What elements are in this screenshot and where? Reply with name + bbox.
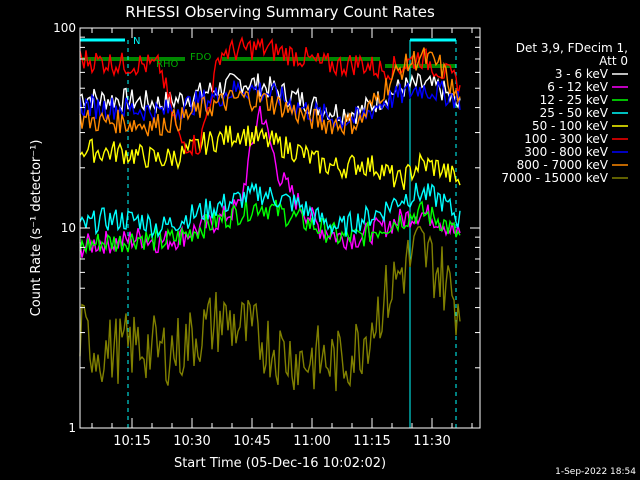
x-tick-label: 10:15 [113, 434, 150, 449]
footer-timestamp: 1-Sep-2022 18:54 [555, 467, 636, 477]
series-line-4 [79, 181, 461, 240]
annotation-rho: RHO [156, 59, 178, 70]
chart-title: RHESSI Observing Summary Count Rates [125, 3, 435, 21]
x-tick-label: 11:00 [293, 434, 330, 449]
x-ticks: 10:15 10:30 10:45 11:00 11:15 11:30 [91, 28, 473, 449]
series-line-7 [79, 80, 461, 131]
series-line-9 [79, 225, 461, 392]
legend-entry-label: 3 - 6 keV [555, 67, 609, 81]
legend-entry-label: 100 - 300 keV [524, 132, 608, 146]
y-tick-label: 10 [61, 221, 76, 235]
annotation-fdo: FDO [190, 52, 211, 63]
x-axis-label: Start Time (05-Dec-16 10:02:02) [174, 456, 386, 471]
plot-axes: 1 10 100 10:15 10:30 10:45 11:00 11:15 11:30 [53, 21, 481, 449]
legend-entry-label: 25 - 50 keV [540, 106, 609, 120]
x-tick-label: 10:45 [233, 434, 270, 449]
x-tick-label: 10:30 [173, 434, 210, 449]
y-ticks: 1 10 100 [53, 21, 480, 435]
series-line-5 [79, 125, 461, 190]
legend-header-line: Det 3,9, FDecim 1, [516, 41, 628, 55]
series-layer [79, 35, 461, 392]
x-tick-label: 11:15 [353, 434, 390, 449]
y-tick-label: 1 [68, 421, 76, 435]
legend-header-line: Att 0 [599, 54, 628, 68]
x-tick-label: 11:30 [413, 434, 450, 449]
legend-entry-label: 800 - 7000 keV [517, 158, 609, 172]
y-tick-label: 100 [53, 21, 76, 35]
y-axis-label: Count Rate (s⁻¹ detector⁻¹) [29, 140, 44, 317]
annotation-n: N [133, 36, 140, 47]
series-line-8 [79, 47, 461, 137]
series-line-3 [79, 198, 461, 255]
legend-entry-label: 300 - 800 keV [524, 145, 608, 159]
legend-entry-label: 12 - 25 keV [540, 93, 609, 107]
legend-entry-label: 6 - 12 keV [547, 80, 609, 94]
legend-entry-label: 7000 - 15000 keV [501, 171, 608, 185]
legend-entry-label: 50 - 100 keV [532, 119, 609, 133]
